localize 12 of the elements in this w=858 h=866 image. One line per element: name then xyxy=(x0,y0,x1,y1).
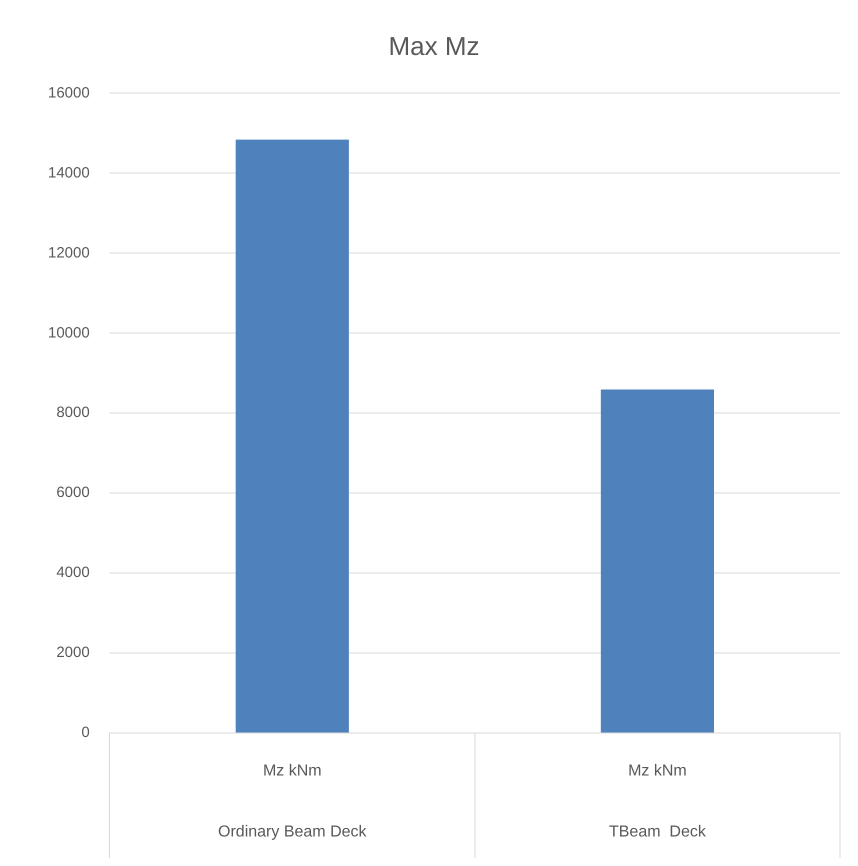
y-tick-label: 6000 xyxy=(56,484,90,502)
y-tick-label: 0 xyxy=(81,724,90,742)
y-tick-label: 4000 xyxy=(56,564,90,582)
y-tick-label: 8000 xyxy=(56,404,90,422)
y-tick-label: 10000 xyxy=(48,324,90,342)
y-tick-label: 14000 xyxy=(48,164,90,182)
category-label: Mz kNm TBeam Deck xyxy=(608,762,706,840)
category-label: Mz kNm Ordinary Beam Deck xyxy=(218,762,367,840)
y-tick-label: 12000 xyxy=(48,244,90,262)
chart-title: Max Mz xyxy=(388,30,480,61)
y-tick-label: 2000 xyxy=(56,644,90,662)
y-tick-label: 16000 xyxy=(48,84,90,102)
